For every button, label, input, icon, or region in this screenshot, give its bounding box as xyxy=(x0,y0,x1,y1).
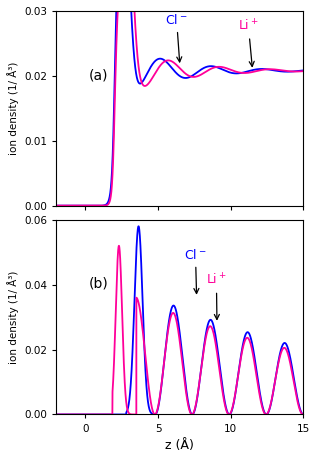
Text: Cl$^-$: Cl$^-$ xyxy=(184,248,207,293)
Text: (b): (b) xyxy=(88,277,108,291)
Text: (a): (a) xyxy=(88,68,108,82)
Text: Li$^+$: Li$^+$ xyxy=(206,272,227,319)
Text: Li$^+$: Li$^+$ xyxy=(238,18,259,67)
Y-axis label: ion density (1/ Å³): ion density (1/ Å³) xyxy=(7,62,19,155)
X-axis label: z (Å): z (Å) xyxy=(165,439,194,452)
Text: Cl$^-$: Cl$^-$ xyxy=(165,13,188,62)
Y-axis label: ion density (1/ Å³): ion density (1/ Å³) xyxy=(7,270,19,364)
